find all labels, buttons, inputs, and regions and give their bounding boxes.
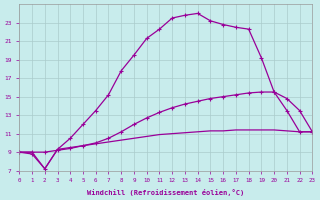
X-axis label: Windchill (Refroidissement éolien,°C): Windchill (Refroidissement éolien,°C) <box>87 189 244 196</box>
